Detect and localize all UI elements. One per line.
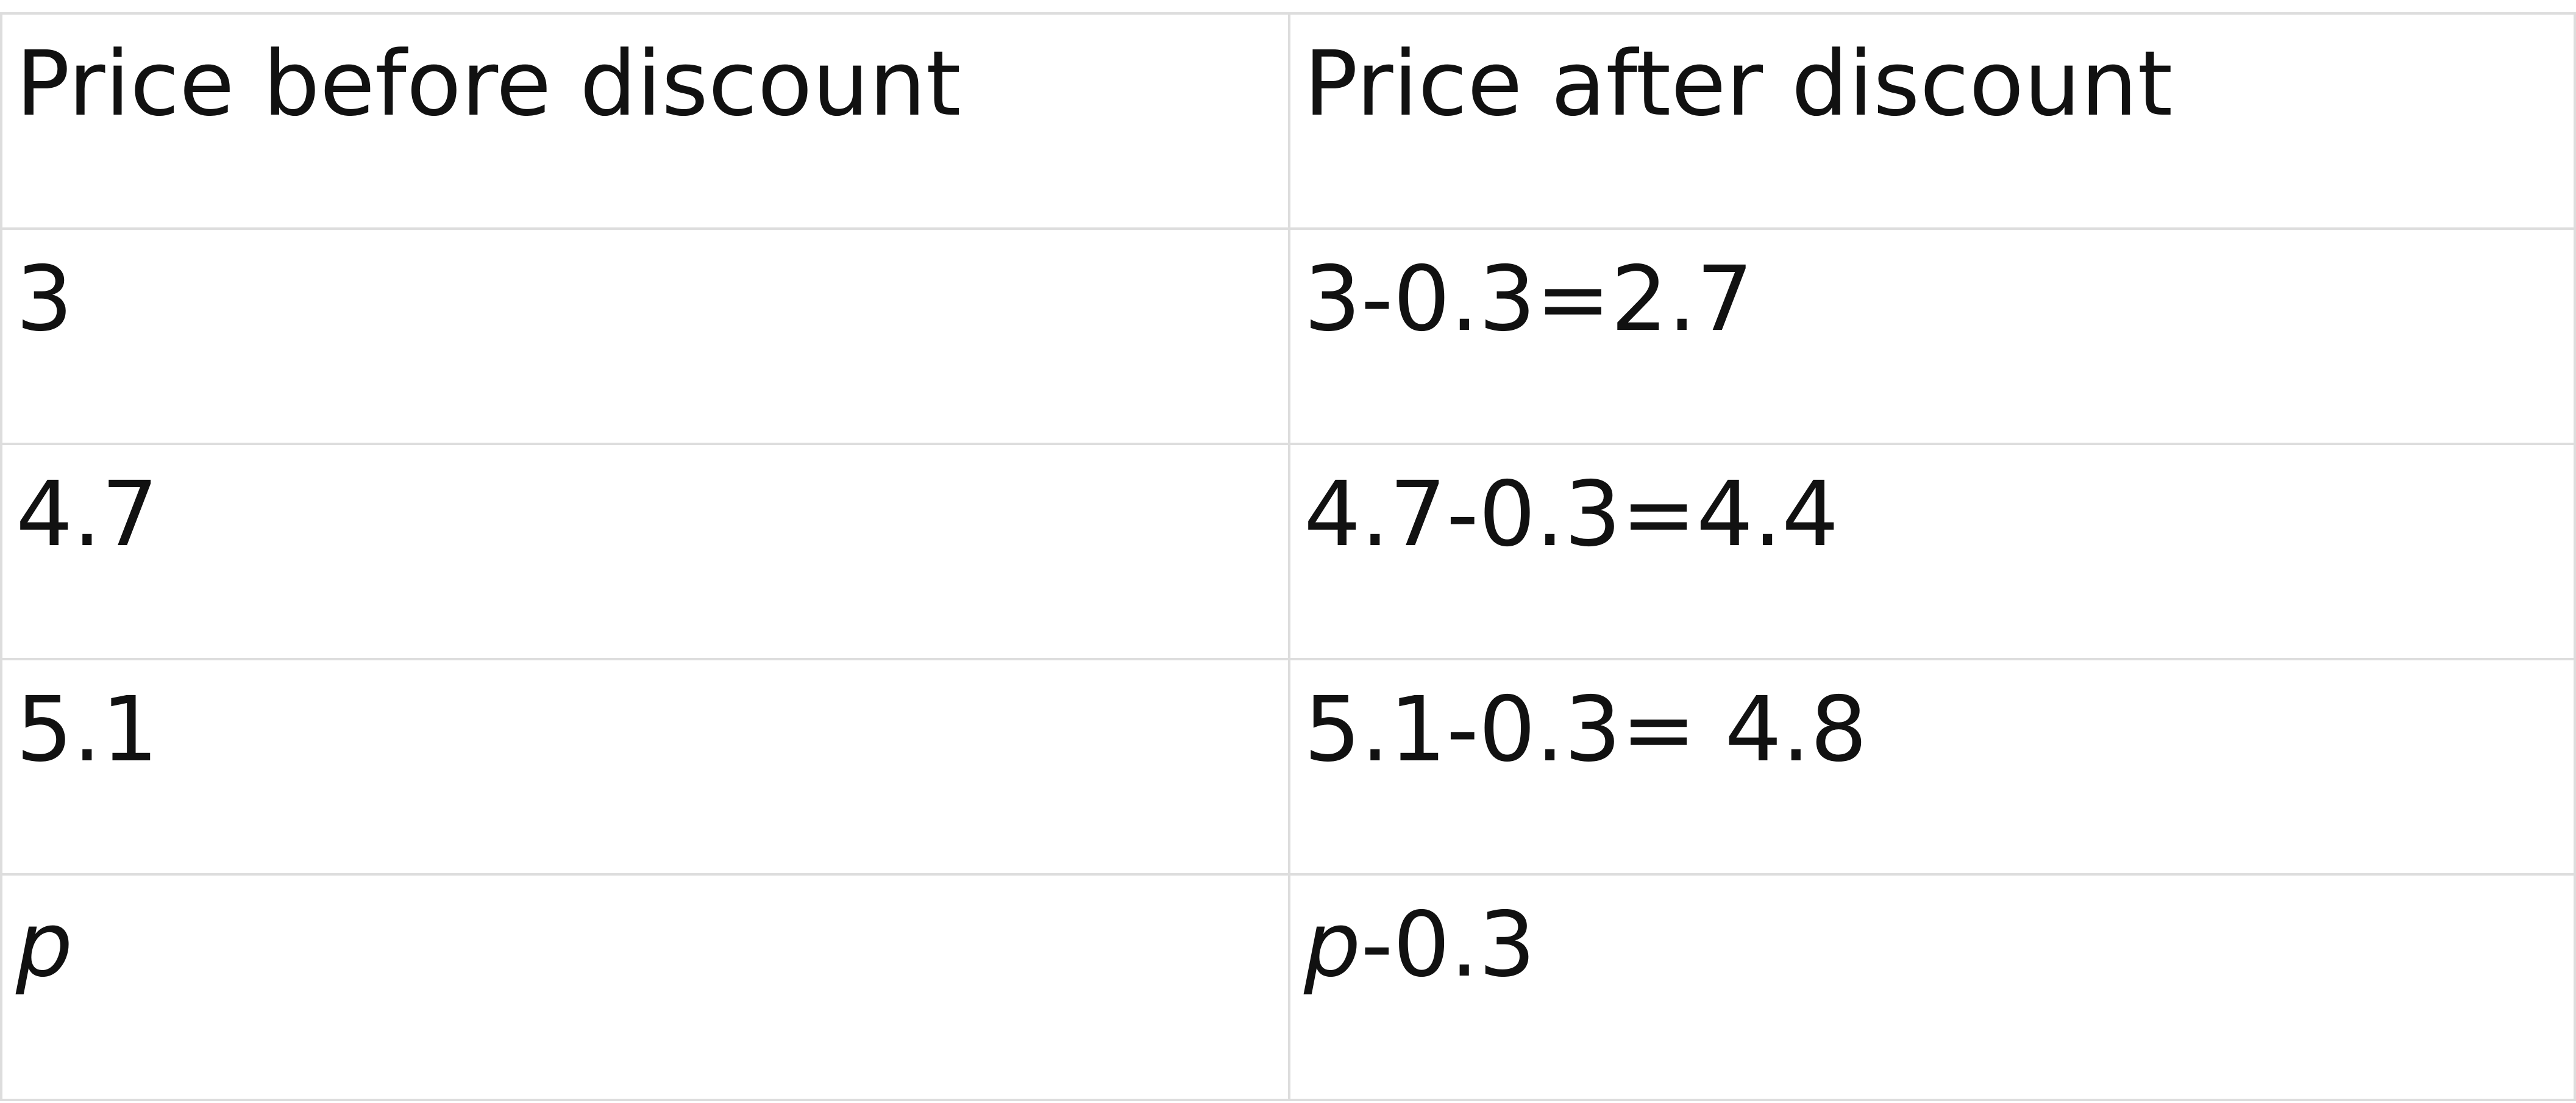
cell-price-before: 4.7: [0, 443, 1290, 660]
header-price-after: Price after discount: [1288, 12, 2576, 230]
cell-price-after-variable: p-0.3: [1288, 873, 2576, 1101]
table-row: 4.7 4.7-0.3=4.4: [0, 443, 2576, 660]
cell-price-after: 4.7-0.3=4.4: [1288, 443, 2576, 660]
expression-rest: -0.3: [1361, 893, 1536, 997]
header-price-before: Price before discount: [0, 12, 1290, 230]
table-header-row: Price before discount Price after discou…: [0, 12, 2576, 230]
cell-price-before-variable: p: [0, 873, 1290, 1101]
cell-price-after: 3-0.3=2.7: [1288, 227, 2576, 445]
cell-price-before: 5.1: [0, 658, 1290, 876]
cell-price-after: 5.1-0.3= 4.8: [1288, 658, 2576, 876]
cell-price-before: 3: [0, 227, 1290, 445]
table-row: 5.1 5.1-0.3= 4.8: [0, 658, 2576, 876]
variable-p: p: [16, 893, 73, 997]
table-row: 3 3-0.3=2.7: [0, 227, 2576, 445]
variable-p: p: [1304, 893, 1361, 997]
table-row-variable: p p-0.3: [0, 873, 2576, 1101]
discount-table: Price before discount Price after discou…: [0, 12, 2576, 1101]
